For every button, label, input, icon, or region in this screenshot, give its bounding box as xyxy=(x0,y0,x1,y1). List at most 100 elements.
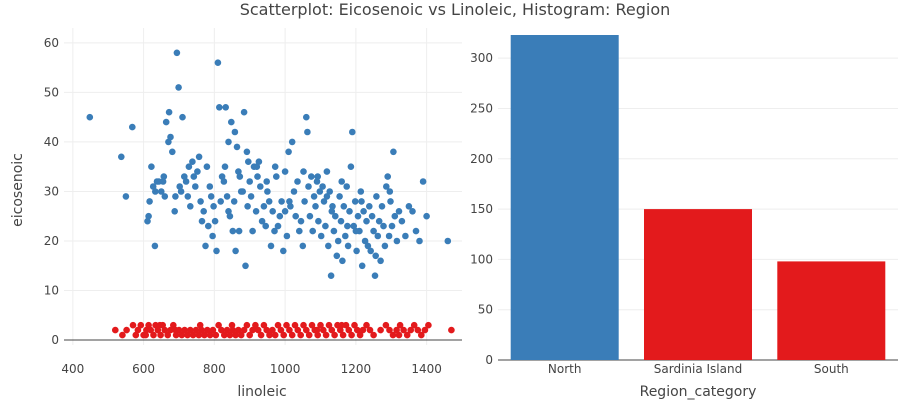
scatter-point xyxy=(294,178,301,185)
scatter-point xyxy=(235,168,242,175)
scatter-point xyxy=(266,331,273,339)
scatter-point xyxy=(343,183,351,190)
scatter-point xyxy=(245,158,252,165)
bar-y-tick-label: 0 xyxy=(485,353,493,367)
scatter-point xyxy=(196,321,204,329)
scatter-point xyxy=(303,326,310,334)
scatter-point xyxy=(260,203,268,210)
scatter-point xyxy=(203,163,211,170)
scatter-point xyxy=(177,188,185,195)
scatter-point xyxy=(264,188,271,195)
scatter-point xyxy=(366,326,374,334)
bar-y-ticks: 0 50 100 150 200 250 300 xyxy=(470,51,493,367)
scatter-x-tick-label: 600 xyxy=(132,362,155,376)
scatter-point xyxy=(244,203,251,210)
scatter-point xyxy=(320,198,328,205)
bar-x-tick-label: South xyxy=(814,362,849,376)
scatter-point xyxy=(189,331,197,339)
scatter-point xyxy=(267,242,275,250)
scatter-point xyxy=(319,183,326,190)
scatter-point xyxy=(269,208,277,215)
scatter-point xyxy=(323,193,331,200)
scatter-point xyxy=(308,173,315,180)
scatter-point xyxy=(182,178,190,185)
scatter-point xyxy=(167,326,174,334)
scatter-point xyxy=(366,203,373,210)
scatter-point xyxy=(253,163,261,170)
scatter-point xyxy=(403,331,411,339)
scatter-point xyxy=(262,222,270,230)
scatter-point xyxy=(393,326,400,334)
scatter-point xyxy=(312,203,319,210)
scatter-point xyxy=(243,148,251,156)
bar-y-tick-label: 200 xyxy=(470,152,493,166)
scatter-point xyxy=(149,183,157,190)
scatter-plot: 400 600 800 1000 1200 1400 0 10 20 30 40 50 60 lino… xyxy=(10,28,462,400)
scatter-point xyxy=(235,326,242,334)
scatter-point xyxy=(161,326,169,334)
scatter-point xyxy=(344,242,352,250)
scatter-point xyxy=(328,326,336,334)
scatter-point xyxy=(216,104,223,111)
scatter-point xyxy=(217,198,224,205)
scatter-point xyxy=(240,326,248,334)
scatter-point xyxy=(263,178,271,185)
scatter-point xyxy=(414,326,422,334)
scatter-point xyxy=(118,153,125,161)
scatter-point xyxy=(252,208,260,215)
scatter-x-tick-label: 800 xyxy=(203,362,226,376)
scatter-point xyxy=(331,331,338,339)
scatter-point xyxy=(192,326,200,334)
scatter-point xyxy=(322,222,329,230)
scatter-point xyxy=(281,208,289,215)
scatter-point xyxy=(354,326,361,334)
scatter-point xyxy=(405,203,413,210)
scatter-y-tick-label: 30 xyxy=(44,184,59,198)
scatter-point xyxy=(372,252,380,260)
scatter-point xyxy=(317,232,325,240)
scatter-point xyxy=(360,208,367,215)
scatter-point xyxy=(142,331,149,339)
scatter-point xyxy=(271,163,279,170)
scatter-point xyxy=(222,104,229,111)
scatter-point xyxy=(384,173,392,180)
scatter-point xyxy=(292,212,300,220)
scatter-point xyxy=(391,212,399,220)
scatter-point xyxy=(137,321,145,329)
scatter-point xyxy=(200,208,207,215)
scatter-point xyxy=(181,326,188,334)
scatter-point xyxy=(296,227,303,235)
scatter-point xyxy=(373,193,380,200)
scatter-point xyxy=(119,331,126,339)
scatter-point xyxy=(145,212,152,220)
scatter-point xyxy=(212,331,220,339)
scatter-x-tick-label: 1000 xyxy=(270,362,301,376)
scatter-point xyxy=(192,183,199,190)
scatter-point xyxy=(246,178,253,185)
scatter-point xyxy=(320,326,327,334)
scatter-point xyxy=(325,321,333,329)
bar-y-tick-label: 250 xyxy=(470,101,493,115)
scatter-point xyxy=(178,331,186,339)
scatter-point xyxy=(288,138,296,146)
scatter-x-axis-title: linoleic xyxy=(237,384,286,400)
scatter-point xyxy=(363,321,370,329)
scatter-point xyxy=(383,183,390,190)
scatter-point xyxy=(280,331,288,339)
scatter-point xyxy=(86,113,94,121)
scatter-x-tick-label: 1200 xyxy=(341,362,372,376)
scatter-point xyxy=(112,326,119,334)
scatter-point xyxy=(172,193,179,200)
scatter-point xyxy=(344,222,351,230)
scatter-point xyxy=(161,193,169,200)
scatter-point xyxy=(150,331,157,339)
scatter-point xyxy=(171,208,178,215)
scatter-point xyxy=(386,188,394,195)
bar-sardinia-island xyxy=(644,209,752,360)
scatter-point xyxy=(350,222,358,230)
scatter-point xyxy=(260,321,268,329)
scatter-point xyxy=(290,188,298,195)
scatter-point xyxy=(334,237,342,245)
scatter-point xyxy=(173,49,181,57)
scatter-point xyxy=(190,173,198,180)
